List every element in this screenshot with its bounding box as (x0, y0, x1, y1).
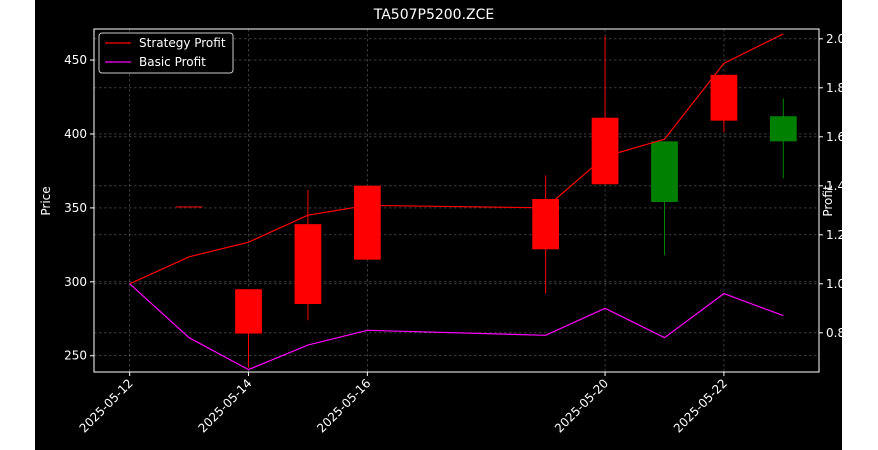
y2-tick-label: 1.0 (826, 277, 842, 291)
x-tick-label: 2025-05-14 (195, 376, 254, 435)
candlestick-chart: TA507P5200.ZCE 250 300 350 400 450 0.8 1.0 1.2… (39, 7, 842, 435)
candle-body (651, 141, 678, 202)
candle-body (175, 206, 203, 208)
y2-tick-label: 2.0 (826, 32, 842, 46)
candle-body (353, 185, 381, 260)
legend: Strategy Profit Basic Profit (98, 32, 234, 74)
y2-tick-label: 1.8 (826, 81, 842, 95)
chart-figure: TA507P5200.ZCE 250 300 350 400 450 0.8 1.0 1.2… (35, 0, 842, 450)
strategy-profit-line (129, 33, 784, 285)
y-tick-label: 350 (64, 201, 87, 215)
right-y-axis: 0.8 1.0 1.2 1.4 1.6 1.8 2.0 (819, 32, 842, 340)
y2-tick-label: 1.4 (826, 179, 842, 193)
y2-tick-label: 0.8 (826, 326, 842, 340)
x-tick-label: 2025-05-20 (552, 376, 611, 435)
candle-body (235, 289, 262, 334)
x-tick-label: 2025-05-16 (314, 376, 373, 435)
y-tick-label: 250 (64, 349, 87, 363)
y2-tick-label: 1.2 (826, 228, 842, 242)
profit-lines (129, 33, 784, 371)
candle-body (591, 117, 619, 185)
candles (175, 36, 797, 368)
candle-body (769, 116, 797, 142)
y-tick-label: 400 (64, 127, 87, 141)
basic-profit-line (129, 283, 784, 371)
legend-basic-label: Basic Profit (139, 55, 206, 69)
x-axis: 2025-05-12 2025-05-14 2025-05-16 2025-05-20… (77, 372, 730, 435)
x-tick-label: 2025-05-22 (671, 376, 730, 435)
plot-frame (93, 28, 820, 373)
candle-body (532, 199, 560, 250)
y-tick-label: 450 (64, 53, 87, 67)
candle-body (294, 224, 322, 304)
y-tick-label: 300 (64, 275, 87, 289)
y2-axis-label: Profit (821, 185, 835, 217)
legend-box (98, 32, 234, 74)
y2-tick-label: 1.6 (826, 130, 842, 144)
candle-body (710, 74, 738, 121)
legend-strategy-label: Strategy Profit (139, 36, 226, 50)
y-axis-label: Price (39, 186, 53, 215)
left-y-axis: 250 300 350 400 450 (64, 53, 94, 363)
x-tick-label: 2025-05-12 (77, 376, 136, 435)
chart-title: TA507P5200.ZCE (373, 7, 495, 23)
